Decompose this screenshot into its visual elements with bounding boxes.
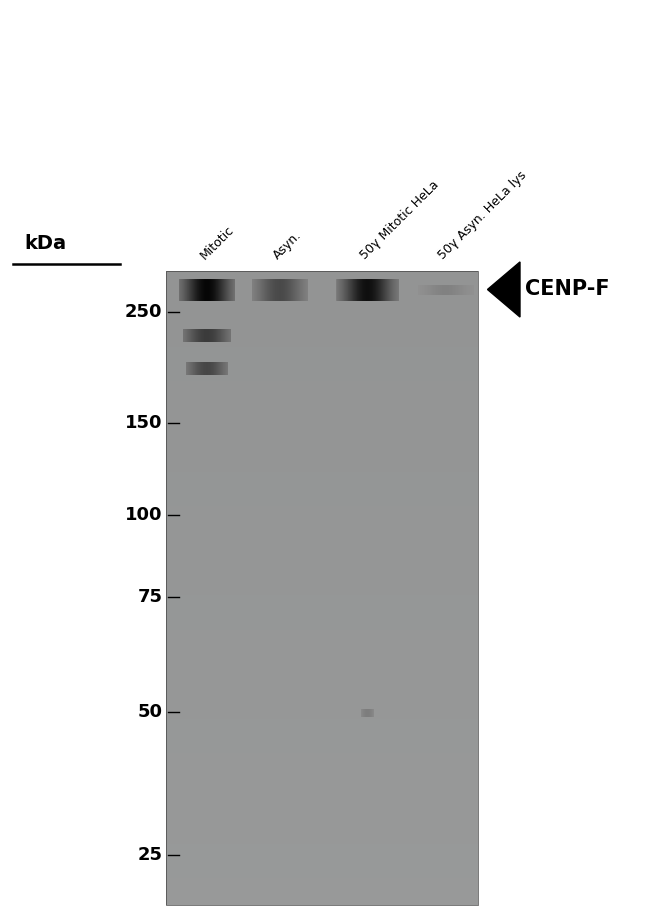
Text: 100: 100 <box>125 505 162 524</box>
Bar <box>166 271 478 905</box>
Text: Mitotic: Mitotic <box>198 223 237 262</box>
Text: 50: 50 <box>138 703 162 721</box>
Text: 250: 250 <box>125 303 162 322</box>
Text: 50γ Asyn. HeLa lys: 50γ Asyn. HeLa lys <box>436 168 529 262</box>
Text: 75: 75 <box>138 588 162 607</box>
Text: 150: 150 <box>125 414 162 432</box>
Text: 25: 25 <box>138 845 162 864</box>
Text: 50γ Mitotic HeLa: 50γ Mitotic HeLa <box>358 178 442 262</box>
Polygon shape <box>488 262 520 317</box>
Text: kDa: kDa <box>25 233 66 253</box>
Text: Asyn.: Asyn. <box>270 229 304 262</box>
Text: CENP-F: CENP-F <box>525 279 610 300</box>
